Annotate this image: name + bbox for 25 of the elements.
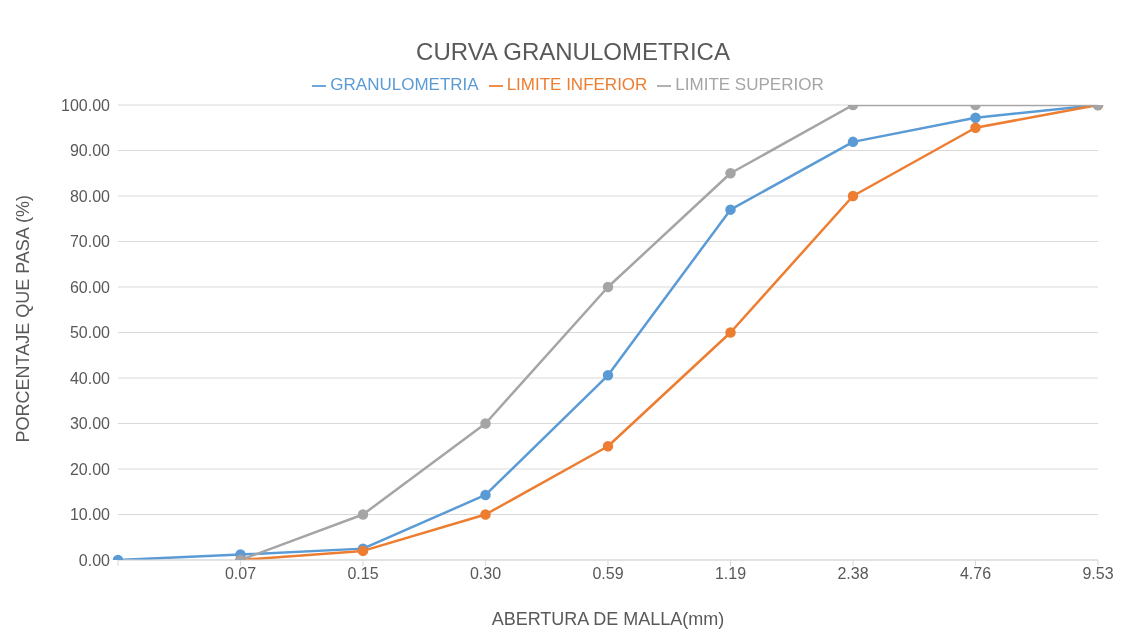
x-tick-label: 0.30 [469,565,502,583]
legend-label: LIMITE SUPERIOR [675,75,824,94]
y-tick-label: 20.00 [69,460,111,478]
y-tick-label: 30.00 [69,415,111,433]
y-tick-label: 80.00 [69,187,111,205]
y-axis-title: PORCENTAJE QUE PASA (%) [13,195,34,443]
legend-label: LIMITE INFERIOR [506,75,648,94]
y-tick-label: 60.00 [69,278,111,296]
y-tick-label: 40.00 [69,369,111,387]
y-tick-label: 10.00 [69,506,111,524]
x-axis-title: ABERTURA DE MALLA(mm) [491,609,725,629]
y-tick-label: 70.00 [69,233,111,251]
x-tick-label: 0.07 [224,565,257,583]
x-tick-label: 4.76 [959,565,992,583]
y-tick-label: 50.00 [69,324,111,342]
y-tick-label: 0.00 [78,551,111,569]
y-tick-label: 90.00 [69,142,111,160]
x-tick-label: 0.59 [592,565,624,583]
x-tick-label: 2.38 [837,565,869,583]
y-tick-label: 100.00 [61,96,111,114]
x-tick-label: 0.15 [347,565,379,583]
x-tick-label: 1.19 [714,565,747,583]
legend-label: GRANULOMETRIA [330,75,479,94]
x-tick-label: 9.53 [1082,565,1114,583]
chart-title: CURVA GRANULOMETRICA [415,37,731,67]
